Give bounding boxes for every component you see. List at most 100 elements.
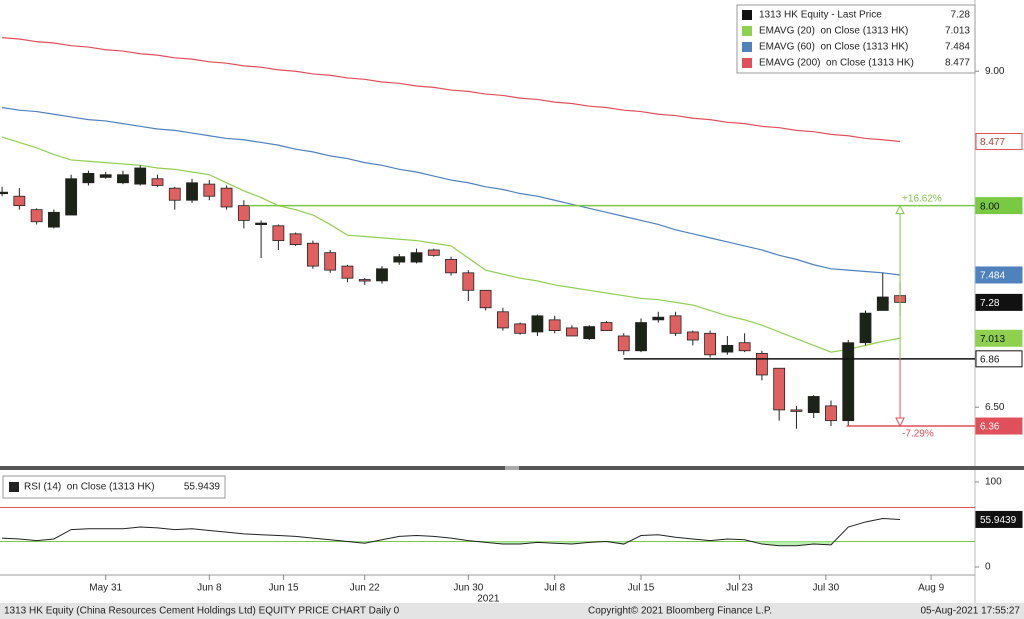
legend-label: EMAVG (60) on Close (1313 HK) <box>759 42 908 53</box>
candle-body <box>479 289 492 309</box>
legend-label: EMAVG (200) on Close (1313 HK) <box>759 58 914 69</box>
candle-body <box>773 367 786 411</box>
candle-body <box>548 319 561 332</box>
change-label: -7.29% <box>902 429 934 440</box>
candle-body <box>307 242 319 267</box>
axis-marker-label: 6.36 <box>980 422 1000 433</box>
legend-box <box>736 4 976 74</box>
x-tick-label: Jul 15 <box>628 583 655 594</box>
candle-body <box>652 316 665 321</box>
legend-value: 7.28 <box>951 10 971 21</box>
candle-body <box>496 311 509 329</box>
candle-body <box>237 205 250 221</box>
year-label: 2021 <box>477 594 500 605</box>
axis-marker <box>975 197 1023 215</box>
y-tick-label: 6.50 <box>985 402 1005 413</box>
legend-value: 7.484 <box>945 42 970 53</box>
candle-body <box>669 315 682 334</box>
axis-marker <box>975 133 1023 151</box>
legend-value: 55.9439 <box>184 482 221 493</box>
legend-value: 8.477 <box>945 58 970 69</box>
y-tick-label: 9.00 <box>985 66 1005 77</box>
separator-handle <box>505 466 519 470</box>
candle-body <box>721 344 734 353</box>
legend-swatch <box>742 26 752 36</box>
candle-body <box>704 332 716 356</box>
legend-swatch <box>9 482 19 492</box>
candle-body <box>807 396 820 413</box>
legend-swatch <box>742 42 752 52</box>
candle-body <box>117 174 129 184</box>
candle-body <box>324 252 337 271</box>
candle-body <box>514 323 527 334</box>
candle-body <box>462 272 475 291</box>
candle-body <box>876 296 889 311</box>
y-tick-label: 100 <box>985 477 1002 488</box>
candle-body <box>289 233 302 245</box>
x-tick-label: Jun 22 <box>350 583 380 594</box>
legend-value: 7.013 <box>945 26 970 37</box>
candle-body <box>341 265 354 279</box>
axis-marker <box>975 266 1023 284</box>
candle-body <box>738 342 751 352</box>
candle-body <box>0 191 8 195</box>
axis-marker-label: 7.28 <box>980 298 1000 309</box>
candle-body <box>220 187 233 208</box>
candle-body <box>13 195 26 207</box>
legend-swatch <box>742 58 752 68</box>
x-tick-label: Jul 23 <box>726 583 753 594</box>
candle-body <box>686 331 699 341</box>
axis-marker-label: 6.86 <box>980 354 1000 365</box>
candle-body <box>151 178 164 186</box>
candle-body <box>427 249 440 256</box>
candle-body <box>583 326 596 340</box>
x-tick-label: Jul 30 <box>812 583 839 594</box>
axis-marker <box>975 510 1023 528</box>
rsi-line <box>2 518 901 547</box>
candle-body <box>617 335 630 352</box>
x-tick-label: Jun 15 <box>269 583 299 594</box>
candle-body <box>134 167 147 185</box>
axis-marker <box>975 293 1023 311</box>
candle-body <box>99 174 112 178</box>
axis-marker <box>975 350 1023 368</box>
candle-body <box>566 327 578 337</box>
x-tick-label: Jul 8 <box>544 583 566 594</box>
candle-body <box>358 279 371 282</box>
x-tick-label: Jun 30 <box>453 583 483 594</box>
legend-swatch <box>742 10 752 20</box>
candle-body <box>842 342 855 422</box>
candle-body <box>65 178 78 216</box>
footer-bar <box>0 603 1024 619</box>
arrow-head <box>895 417 905 428</box>
x-tick-label: Aug 9 <box>918 583 945 594</box>
candle-body <box>393 256 406 263</box>
candle-body <box>82 172 95 184</box>
candle-body <box>47 211 60 228</box>
legend-box <box>2 475 226 499</box>
candle-body <box>531 315 544 333</box>
candle-body <box>790 409 803 412</box>
candle-body <box>203 183 216 197</box>
footer-left: 1313 HK Equity (China Resources Cement H… <box>4 606 400 617</box>
footer-center: Copyright© 2021 Bloomberg Finance L.P. <box>588 606 772 617</box>
legend-label: RSI (14) on Close (1313 HK) <box>24 482 155 493</box>
arrow-head <box>895 204 905 215</box>
axis-marker <box>975 329 1023 347</box>
legend-label: EMAVG (20) on Close (1313 HK) <box>759 26 908 37</box>
x-tick-label: Jun 8 <box>197 583 222 594</box>
ema-line <box>1 106 901 276</box>
candle-body <box>272 225 285 241</box>
ema-line <box>1 136 901 353</box>
footer-right: 05-Aug-2021 17:55:27 <box>920 606 1020 617</box>
candle-body <box>30 209 43 223</box>
candle-body <box>376 268 388 282</box>
candle-body <box>445 258 457 274</box>
axis-marker-label: 8.477 <box>980 137 1005 148</box>
candle-body <box>825 405 837 422</box>
legend-label: 1313 HK Equity - Last Price <box>759 10 882 21</box>
candle-body <box>186 182 198 201</box>
candle-body <box>168 187 181 201</box>
